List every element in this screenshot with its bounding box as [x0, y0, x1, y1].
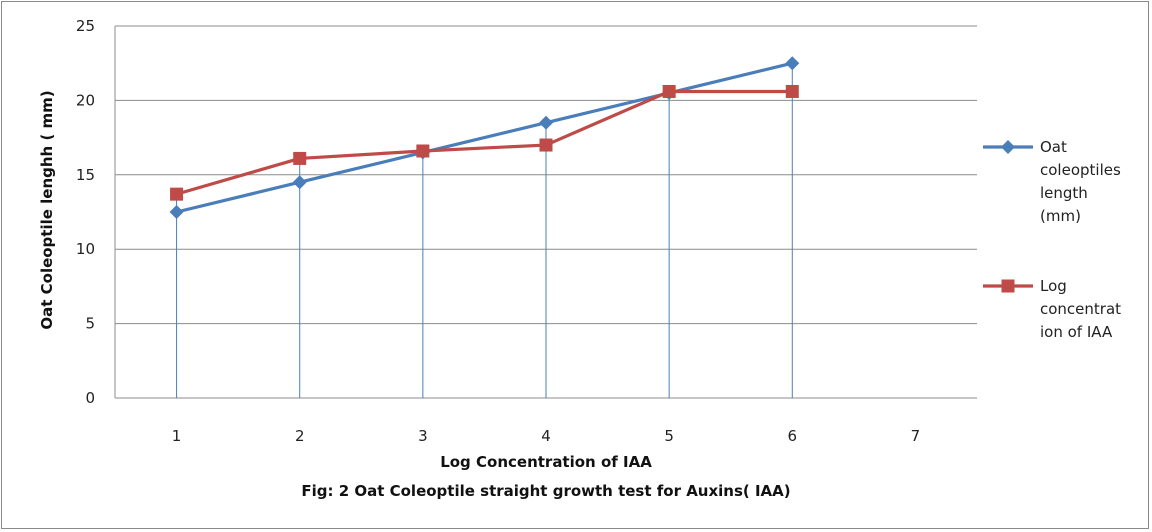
y-tick-labels: 0 5 10 15 20 25 — [76, 17, 95, 407]
legend-label: Log — [1040, 277, 1067, 295]
y-tick-label: 0 — [85, 389, 95, 407]
y-tick-label: 20 — [76, 91, 95, 109]
data-point-diamond — [785, 56, 800, 71]
legend-marker-diamond — [1001, 140, 1015, 154]
legend-label: concentrat — [1040, 300, 1121, 318]
legend-marker-square — [1001, 279, 1015, 293]
legend-label: ion of IAA — [1040, 323, 1113, 341]
x-tick-labels: 1 2 3 4 5 6 7 — [172, 427, 920, 445]
x-tick-label: 4 — [541, 427, 551, 445]
data-point-square — [785, 84, 799, 98]
y-tick-label: 10 — [76, 240, 95, 258]
legend-label: length — [1040, 184, 1088, 202]
y-tick-label: 25 — [76, 17, 95, 35]
x-tick-label: 3 — [418, 427, 428, 445]
data-point-diamond — [292, 175, 307, 190]
drop-lines — [176, 63, 793, 398]
x-tick-label: 5 — [664, 427, 674, 445]
legend: Oat coleoptiles length (mm) Log concentrat ion… — [983, 138, 1121, 341]
series-line-2 — [176, 89, 793, 196]
data-point-diamond — [539, 115, 553, 130]
data-point-square — [416, 144, 430, 158]
legend-label: (mm) — [1040, 207, 1081, 225]
legend-label: Oat — [1040, 138, 1067, 156]
x-axis-title: Log Concentration of IAA — [440, 453, 652, 471]
data-point-square — [539, 138, 553, 152]
x-tick-label: 1 — [172, 427, 182, 445]
figure-caption: Fig: 2 Oat Coleoptile straight growth te… — [301, 482, 790, 500]
data-point-square — [170, 187, 184, 201]
gridlines — [114, 25, 977, 399]
y-tick-label: 15 — [76, 166, 95, 184]
series-lines — [169, 56, 800, 219]
x-tick-label: 7 — [911, 427, 921, 445]
y-tick-label: 5 — [85, 315, 95, 333]
legend-label: coleoptiles — [1040, 161, 1121, 179]
data-point-square — [293, 151, 307, 165]
x-tick-label: 2 — [295, 427, 305, 445]
data-point-square — [662, 84, 676, 98]
x-tick-label: 6 — [788, 427, 798, 445]
series-line-1 — [176, 61, 793, 214]
data-point-diamond — [169, 205, 184, 219]
y-axis-title: Oat Coleoptile lenghh ( mm) — [38, 90, 56, 329]
